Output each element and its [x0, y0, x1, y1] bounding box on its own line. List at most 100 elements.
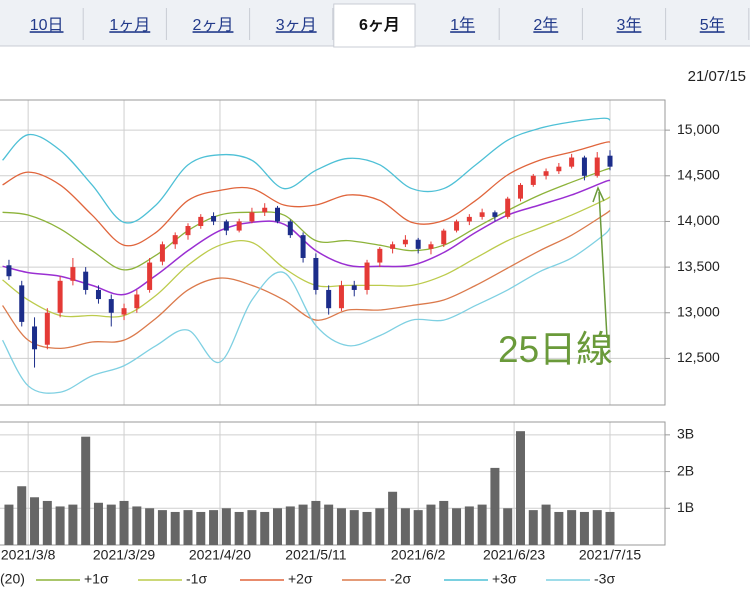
volume-bar: [93, 502, 103, 545]
date-label: 21/07/15: [688, 68, 746, 85]
volume-bar: [388, 491, 398, 545]
tab[interactable]: 3ヶ月: [276, 17, 317, 34]
candle-body: [454, 221, 460, 231]
candle-body: [364, 262, 370, 290]
volume-bar: [426, 504, 436, 545]
candle-body: [569, 157, 575, 167]
y-tick-label: 13,500: [677, 258, 720, 274]
volume-bar: [260, 511, 270, 545]
tab[interactable]: 1ヶ月: [109, 17, 150, 34]
volume-bar: [592, 510, 602, 545]
volume-bar: [439, 500, 449, 545]
annotation: 25日線: [498, 329, 613, 370]
tab[interactable]: 10日: [30, 17, 64, 34]
plot-frame: [0, 99, 666, 406]
candle-body: [19, 285, 25, 322]
volume-bar: [452, 508, 462, 545]
legend-label: +2σ: [288, 571, 313, 587]
candle-body: [313, 257, 319, 290]
candle-body: [6, 265, 12, 277]
candle-body: [108, 299, 114, 313]
volume-bar: [324, 504, 334, 545]
candle-body: [223, 221, 229, 231]
candle-body: [57, 280, 63, 313]
candle-body: [287, 221, 293, 236]
tab[interactable]: 1年: [450, 16, 475, 34]
candle-body: [351, 285, 357, 290]
volume-bar: [247, 510, 257, 545]
tabs: 10日 1ヶ月 2ヶ月 3ヶ月 6ヶ月 1年 2年 3年 5年: [30, 3, 750, 48]
tab[interactable]: 5年: [700, 16, 725, 34]
candle-body: [441, 230, 447, 245]
volume-bar: [554, 511, 564, 545]
volume-bar: [196, 511, 206, 545]
band-line: [2, 196, 611, 318]
annotation-arrow: [598, 191, 608, 339]
x-tick-label: 2021/3/29: [93, 547, 155, 563]
candle-body: [607, 155, 613, 167]
candle-body: [543, 171, 549, 176]
candle-body: [338, 285, 344, 309]
ma25-line: [2, 179, 611, 296]
y-tick-label: 14,500: [677, 166, 720, 182]
candle-body: [505, 198, 511, 217]
volume-bar: [132, 506, 142, 545]
candle-body: [556, 166, 562, 172]
volume-bar: [490, 467, 500, 545]
candle-body: [198, 216, 204, 227]
candle-body: [32, 326, 38, 350]
volume-bar: [311, 500, 321, 545]
volume-bar: [273, 508, 283, 545]
candle-body: [95, 289, 101, 300]
band-line: [2, 167, 611, 271]
volume-bar: [579, 511, 589, 545]
tab[interactable]: 2ヶ月: [193, 17, 234, 34]
candle-body: [581, 157, 587, 176]
tab[interactable]: 2年: [533, 16, 558, 34]
band-line: [1, 227, 611, 394]
volume-bar: [515, 431, 525, 545]
candle-body: [479, 212, 485, 217]
volume-bar: [362, 511, 372, 545]
volume-bar: [413, 510, 423, 545]
volume-bar: [298, 504, 308, 545]
legend-label: -3σ: [594, 571, 615, 587]
candle-body: [70, 267, 76, 281]
candle-body: [428, 244, 434, 249]
x-tick-label: 2021/5/11: [285, 547, 346, 563]
volume-bar: [349, 510, 359, 545]
candle-body: [275, 207, 281, 222]
legend-label: (20): [0, 571, 25, 587]
band-line: [2, 141, 611, 247]
tab[interactable]: 6ヶ月: [359, 16, 400, 34]
candle-body: [300, 235, 306, 258]
y-tick-label: 2B: [677, 462, 694, 478]
candle-body: [83, 271, 89, 290]
y-tick-label: 14,000: [677, 212, 720, 228]
candle-body: [236, 221, 242, 231]
volume-bar: [503, 508, 513, 545]
y-tick-label: 3B: [677, 426, 694, 442]
legend-label: -1σ: [186, 571, 207, 587]
band-line: [2, 117, 611, 224]
candle-body: [121, 308, 127, 315]
y-tick-label: 1B: [677, 499, 694, 515]
volume-bar: [145, 508, 155, 545]
volume-bar: [106, 504, 116, 545]
volume-bar: [464, 506, 474, 545]
candle-body: [134, 294, 140, 309]
volume-bar: [605, 511, 615, 545]
volume-bar: [4, 504, 14, 545]
x-tick-label: 2021/6/23: [483, 547, 545, 563]
candle-body: [44, 312, 50, 345]
candle-body: [172, 235, 178, 245]
tab[interactable]: 3年: [617, 16, 642, 34]
candle-body: [211, 215, 217, 222]
volume-bar: [221, 508, 231, 545]
volume-bar: [285, 506, 295, 545]
y-tick-label: 12,500: [677, 349, 720, 365]
volume-bar: [567, 510, 577, 545]
volume-bar: [209, 510, 219, 545]
